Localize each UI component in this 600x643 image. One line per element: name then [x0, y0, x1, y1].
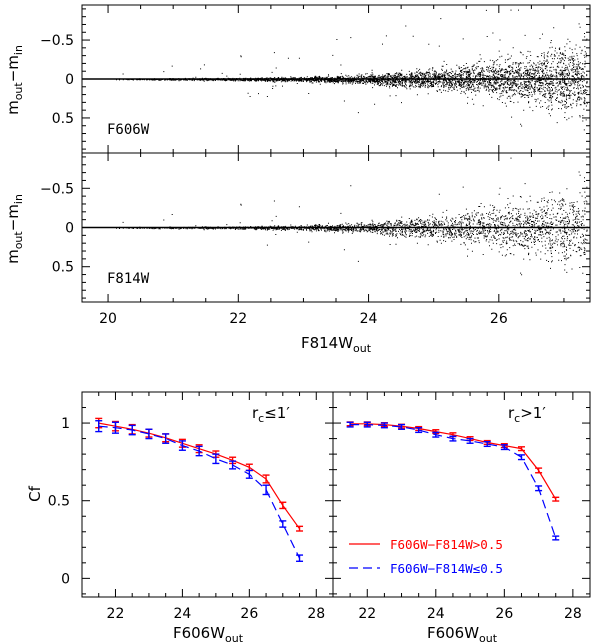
- x-tick-label: 24: [360, 311, 378, 327]
- errorbar-blue: [178, 440, 186, 451]
- panel-f814w-ticks: −0.5 0 0.5 20 22 24 26: [40, 153, 590, 327]
- errorbar-red: [517, 446, 525, 452]
- panel-inner-frame: [81, 391, 334, 598]
- panel-completeness-outer: 22 24 26 28 rc>1′ F606Wout F606W−F814W>0.5 …: [332, 391, 591, 643]
- panel-outer-frame: [332, 391, 591, 598]
- errorbar-blue: [162, 433, 170, 444]
- y-tick-label: 0: [65, 221, 74, 237]
- errorbar-blue: [229, 460, 237, 470]
- x-tick-label: 26: [495, 606, 513, 622]
- errorbar-blue: [398, 423, 406, 430]
- panel-inner-ylabel: Cf: [26, 485, 44, 501]
- errorbar-blue: [517, 454, 525, 461]
- errorbar-blue: [483, 440, 491, 448]
- panel-f814w-band-label: F814W: [107, 271, 150, 287]
- panel-f814w-ylabel: mout−min: [4, 194, 25, 264]
- panel-completeness-inner: 22 24 26 28 0 0.5 1 rc≤1′ Cf F606Wout: [26, 391, 334, 643]
- errorbar-blue: [279, 520, 287, 528]
- errorbar-red: [552, 496, 560, 502]
- errorbar-blue: [380, 422, 388, 429]
- panel-outer-xlabel: F606Wout: [427, 624, 498, 643]
- panel-outer-ticks: 22 24 26 28: [333, 392, 591, 622]
- y-tick-label: −0.5: [40, 33, 74, 49]
- errorbar-blue: [145, 428, 153, 440]
- panel-f814w-xlabel: F814Wout: [301, 334, 372, 355]
- x-tick-label: 24: [173, 606, 191, 622]
- errorbar-red: [262, 474, 270, 484]
- y-tick-label: −0.5: [40, 181, 74, 197]
- panel-outer-title: rc>1′: [508, 404, 546, 425]
- panel-f606w-band-label: F606W: [107, 122, 150, 138]
- errorbar-blue: [95, 420, 103, 433]
- errorbar-red: [535, 467, 543, 474]
- errorbar-blue: [262, 484, 270, 496]
- panel-f606w-ylabel: mout−min: [4, 45, 25, 115]
- errorbar-blue: [432, 431, 440, 438]
- panel-inner-title: rc≤1′: [252, 404, 290, 425]
- series-red-line: [98, 422, 300, 530]
- panel-inner-xlabel: F606Wout: [173, 624, 244, 643]
- x-tick-label: 22: [229, 311, 247, 327]
- y-tick-label: 0.5: [52, 111, 74, 127]
- panel-inner-ticks: 22 24 26 28 0 0.5 1: [48, 392, 334, 622]
- y-tick-label: 0.5: [48, 494, 70, 510]
- x-tick-label: 26: [490, 311, 508, 327]
- panel-f606w-ticks: −0.5 0 0.5: [40, 5, 590, 153]
- x-tick-label: 28: [307, 606, 325, 622]
- y-tick-label: 0: [65, 72, 74, 88]
- x-tick-label: 26: [240, 606, 258, 622]
- panel-f606w-points: [82, 9, 590, 131]
- x-tick-label: 22: [358, 606, 376, 622]
- errorbar-blue: [415, 427, 423, 434]
- panel-f606w-residuals: −0.5 0 0.5 F606W mout−min: [4, 4, 591, 154]
- x-tick-label: 28: [564, 606, 582, 622]
- errorbar-blue: [212, 453, 220, 465]
- residual-points: [116, 157, 588, 276]
- x-tick-label: 24: [427, 606, 445, 622]
- x-tick-label: 22: [107, 606, 125, 622]
- errorbar-blue: [535, 485, 543, 492]
- panel-f814w-points: [82, 157, 590, 276]
- errorbar-red: [279, 501, 287, 510]
- y-tick-label: 1: [61, 416, 70, 432]
- errorbar-blue: [500, 444, 508, 451]
- y-tick-label: 0: [61, 571, 70, 587]
- errorbar-blue: [296, 554, 304, 562]
- errorbar-blue: [111, 421, 119, 434]
- errorbar-blue: [466, 437, 474, 444]
- legend-red-label: F606W−F814W>0.5: [390, 537, 503, 552]
- errorbar-blue: [552, 535, 560, 541]
- errorbar-blue: [363, 421, 371, 428]
- panel-f814w-residuals: −0.5 0 0.5 20 22 24 26 F814W mout−min F814Wout: [4, 152, 591, 355]
- errorbar-blue: [128, 424, 136, 436]
- x-tick-label: 20: [99, 311, 117, 327]
- y-tick-label: 0.5: [52, 260, 74, 276]
- panel-inner-series: [95, 417, 304, 562]
- legend-blue-label: F606W−F814W≤0.5: [390, 561, 503, 576]
- legend: F606W−F814W>0.5 F606W−F814W≤0.5: [349, 537, 503, 576]
- errorbar-blue: [195, 445, 203, 457]
- residual-points: [116, 9, 588, 131]
- panel-outer-series: [346, 421, 560, 541]
- errorbar-blue: [449, 435, 457, 442]
- errorbar-blue: [346, 421, 354, 428]
- errorbar-red: [296, 525, 304, 532]
- errorbar-blue: [245, 469, 253, 479]
